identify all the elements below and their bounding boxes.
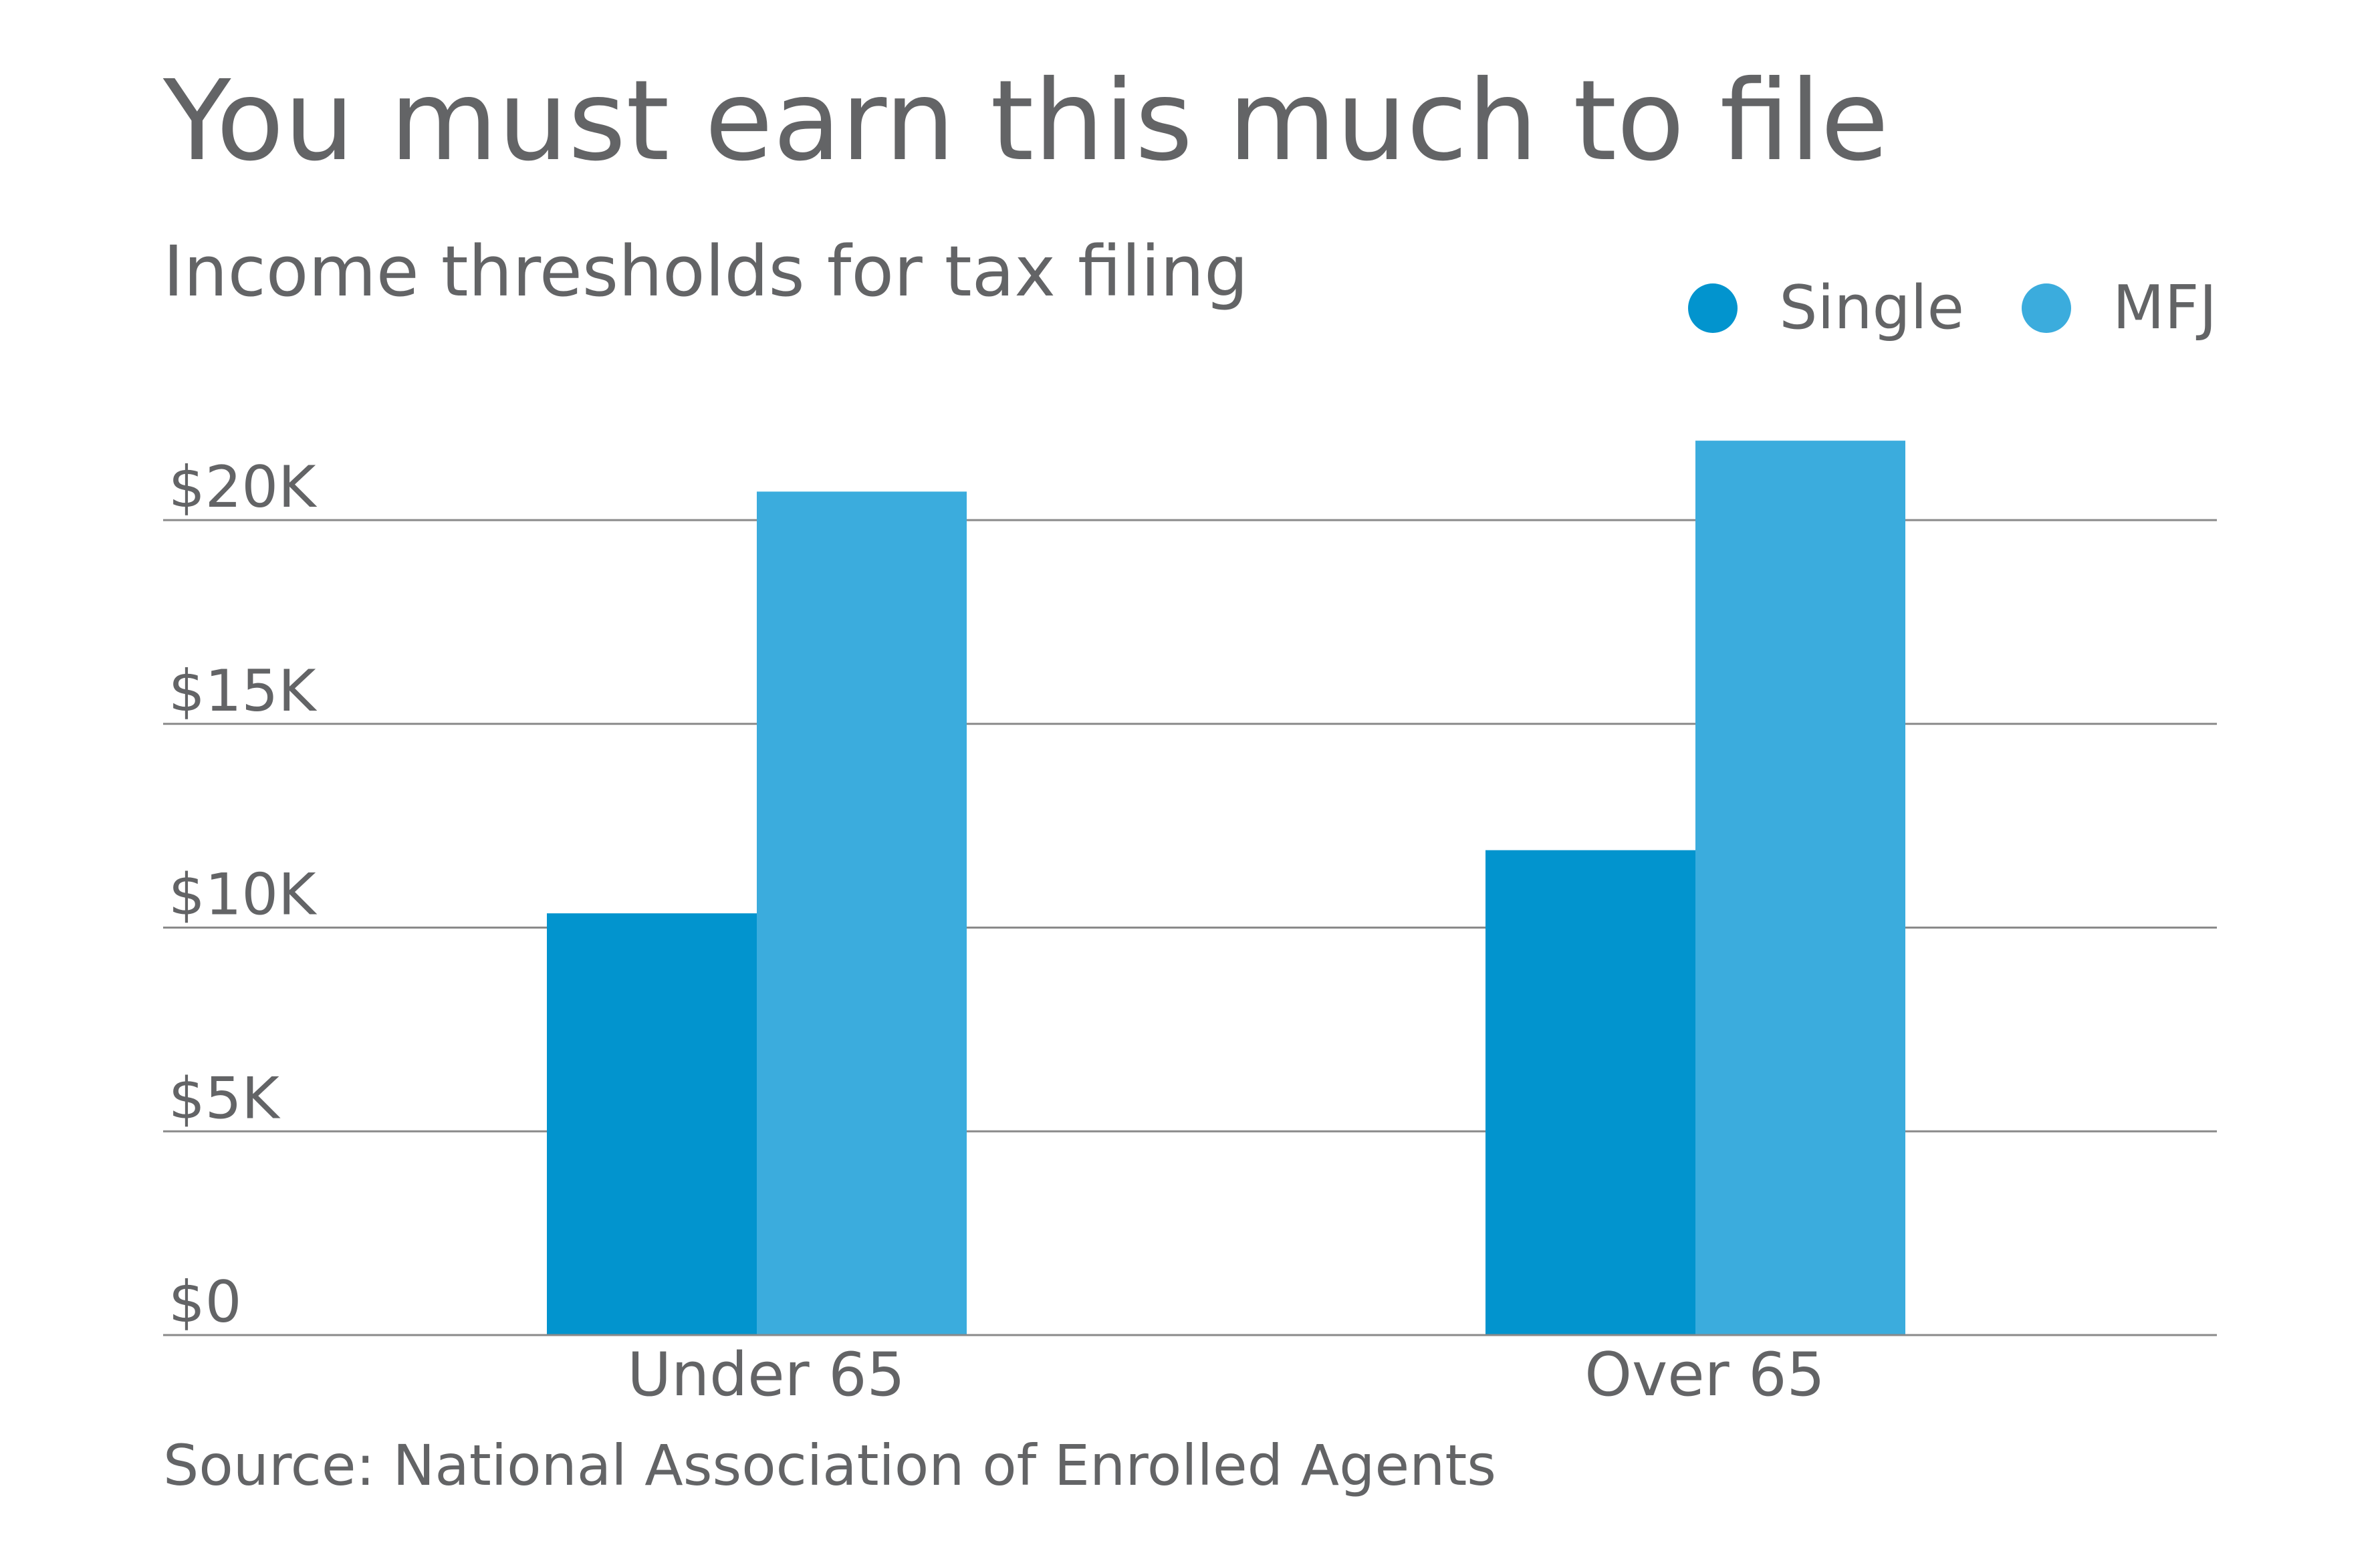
- chart-title: You must earn this much to file: [163, 57, 1889, 186]
- bar-single-over-65: [1485, 850, 1695, 1335]
- legend-swatch-single: [1688, 283, 1738, 333]
- chart-subtitle: Income thresholds for tax filing: [163, 231, 1249, 312]
- bars: [547, 441, 1905, 1336]
- y-tick-label: $20K: [168, 454, 318, 521]
- chart-legend: Single MFJ: [1688, 278, 2217, 338]
- x-tick-label: Over 65: [1584, 1340, 1825, 1410]
- y-tick-label: $15K: [168, 658, 318, 725]
- y-tick-label: $5K: [168, 1065, 281, 1132]
- legend-item-single: Single: [1688, 278, 1964, 338]
- bar-mfj-under-65: [757, 491, 967, 1336]
- x-tick-label: Under 65: [627, 1340, 905, 1410]
- legend-swatch-mfj: [2022, 283, 2072, 333]
- legend-label-single: Single: [1779, 273, 1965, 343]
- bar-mfj-over-65: [1695, 441, 1905, 1336]
- y-tick-labels: $0 $5K $10K $15K $20K: [168, 454, 318, 1336]
- bar-single-under-65: [547, 913, 757, 1335]
- gridlines: [163, 519, 2217, 1132]
- y-tick-label: $0: [168, 1269, 241, 1336]
- y-tick-label: $10K: [168, 862, 318, 929]
- legend-item-mfj: MFJ: [2022, 278, 2217, 338]
- source-note: Source: National Association of Enrolled…: [163, 1433, 1497, 1498]
- legend-label-mfj: MFJ: [2113, 273, 2217, 343]
- x-tick-labels: Under 65 Over 65: [627, 1340, 1825, 1410]
